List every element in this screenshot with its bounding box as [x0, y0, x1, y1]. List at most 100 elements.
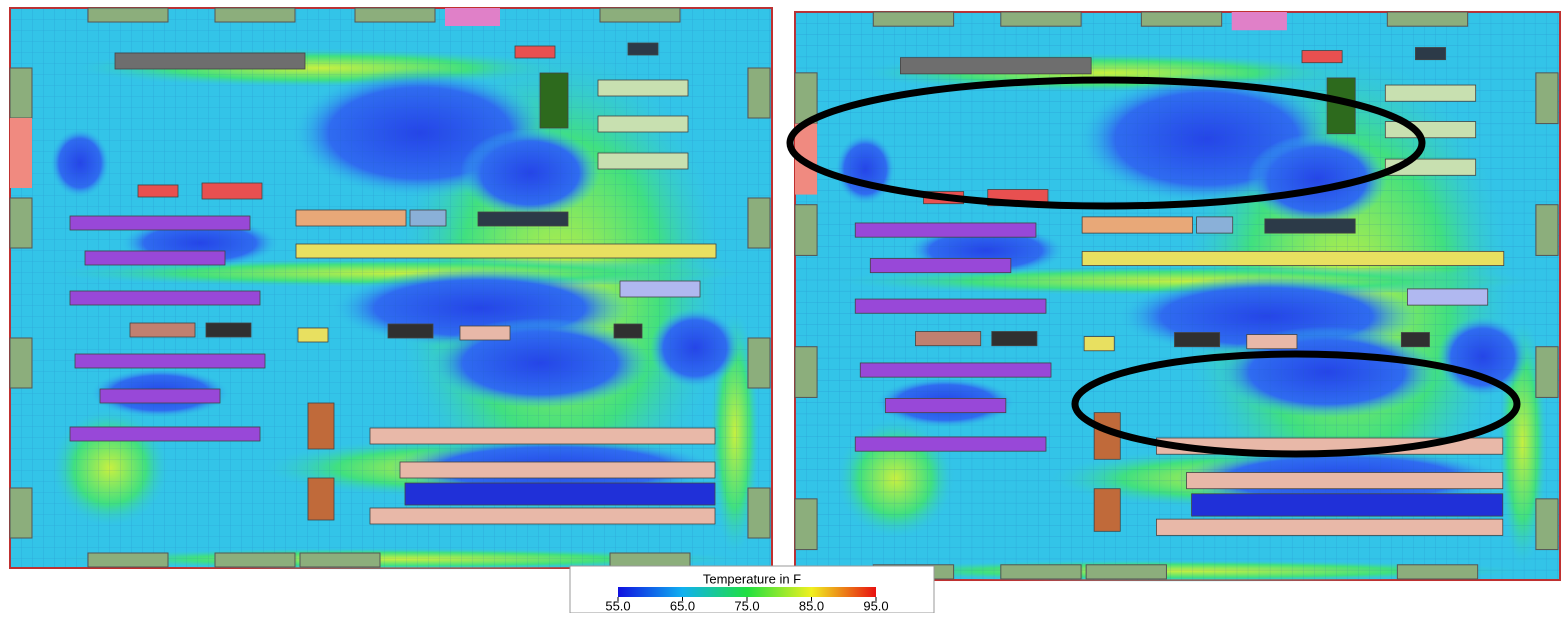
equipment [202, 183, 262, 199]
legend-title: Temperature in F [703, 571, 801, 586]
wall-unit [1001, 565, 1081, 579]
wall-unit [795, 347, 817, 398]
colorbar-tick-label: 55.0 [605, 598, 630, 613]
equipment [1385, 85, 1475, 101]
equipment [1156, 519, 1502, 535]
panels [10, 8, 1560, 582]
equipment [1197, 217, 1233, 233]
wall-unit [10, 488, 32, 538]
equipment [598, 116, 688, 132]
equipment [870, 258, 1011, 272]
wall-unit [300, 553, 380, 567]
colorbar-tick-label: 85.0 [799, 598, 824, 613]
equipment [1247, 335, 1297, 349]
colorbar-tick-label: 75.0 [734, 598, 759, 613]
wall-unit [1536, 73, 1558, 124]
equipment [1401, 333, 1429, 347]
wall-unit [1232, 12, 1287, 30]
equipment [855, 437, 1046, 451]
simulation-panel [10, 8, 772, 570]
equipment [410, 210, 446, 226]
equipment [85, 251, 225, 265]
equipment [388, 324, 433, 338]
equipment [1385, 122, 1475, 138]
equipment [1084, 337, 1114, 351]
legend: Temperature in F 55.0 65.0 75.0 85.0 95.0 [570, 566, 934, 613]
wall-unit [748, 68, 770, 118]
equipment [1094, 489, 1120, 532]
wall-unit [215, 8, 295, 22]
wall-unit [1397, 565, 1477, 579]
equipment [100, 389, 220, 403]
equipment [115, 53, 305, 69]
equipment [1407, 289, 1487, 305]
page: {"legend": {"title": "Temperature in F",… [0, 0, 1565, 613]
equipment [614, 324, 642, 338]
equipment [1187, 472, 1503, 488]
wall-unit [1536, 205, 1558, 256]
wall-unit [215, 553, 295, 567]
wall-unit [1536, 499, 1558, 550]
equipment [70, 427, 260, 441]
wall-unit [88, 8, 168, 22]
wall-unit [1141, 12, 1221, 26]
wall-unit [795, 205, 817, 256]
wall-unit [1001, 12, 1081, 26]
equipment [400, 462, 715, 478]
equipment [370, 508, 715, 524]
equipment [75, 354, 265, 368]
wall-unit [610, 553, 690, 567]
equipment [1265, 219, 1355, 233]
equipment [885, 398, 1005, 412]
equipment [308, 478, 334, 520]
equipment [478, 212, 568, 226]
equipment [296, 244, 716, 258]
equipment [370, 428, 715, 444]
equipment [138, 185, 178, 197]
equipment [628, 43, 658, 55]
equipment [296, 210, 406, 226]
wall-unit [748, 198, 770, 248]
colorbar-tick-label: 65.0 [670, 598, 695, 613]
wall-unit [795, 499, 817, 550]
colorbar-tick-label: 95.0 [863, 598, 888, 613]
wall-unit [355, 8, 435, 22]
equipment [515, 46, 555, 58]
equipment [540, 73, 568, 128]
equipment [1082, 217, 1192, 233]
equipment [308, 403, 334, 449]
equipment [460, 326, 510, 340]
scene: Temperature in F 55.0 65.0 75.0 85.0 95.0 [0, 0, 1565, 613]
equipment [1302, 51, 1342, 63]
wall-unit [600, 8, 680, 22]
equipment [620, 281, 700, 297]
wall-unit [445, 8, 500, 26]
equipment [598, 153, 688, 169]
wall-unit [88, 553, 168, 567]
equipment [1415, 48, 1445, 60]
equipment [855, 299, 1046, 313]
wall-unit [10, 118, 32, 188]
wall-unit [748, 488, 770, 538]
equipment [915, 332, 980, 346]
wall-unit [10, 338, 32, 388]
equipment [855, 223, 1036, 237]
equipment [298, 328, 328, 342]
equipment [598, 80, 688, 96]
wall-unit [748, 338, 770, 388]
equipment [860, 363, 1051, 377]
wall-unit [873, 12, 953, 26]
wall-unit [1086, 565, 1166, 579]
wall-unit [10, 198, 32, 248]
equipment [70, 216, 250, 230]
equipment [1082, 251, 1504, 265]
equipment [70, 291, 260, 305]
equipment [900, 58, 1091, 74]
wall-unit [10, 68, 32, 118]
equipment [206, 323, 251, 337]
simulation-panel [795, 12, 1560, 582]
wall-unit [1387, 12, 1467, 26]
equipment [405, 483, 715, 505]
equipment [992, 332, 1037, 346]
equipment [1174, 333, 1219, 347]
